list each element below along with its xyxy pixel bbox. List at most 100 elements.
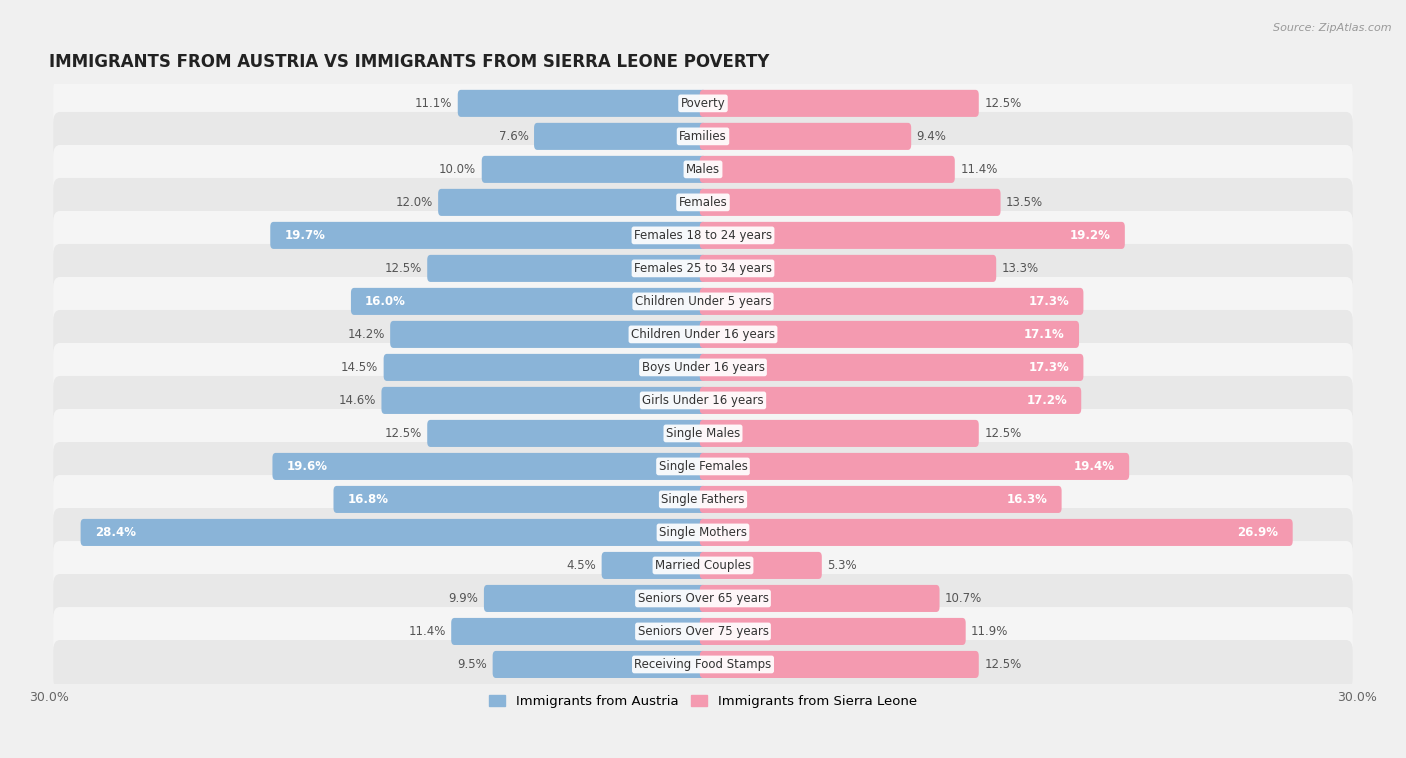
Text: Females 18 to 24 years: Females 18 to 24 years xyxy=(634,229,772,242)
FancyBboxPatch shape xyxy=(53,607,1353,656)
FancyBboxPatch shape xyxy=(384,354,706,381)
Text: Females 25 to 34 years: Females 25 to 34 years xyxy=(634,262,772,275)
Text: Families: Families xyxy=(679,130,727,143)
FancyBboxPatch shape xyxy=(53,79,1353,128)
FancyBboxPatch shape xyxy=(53,343,1353,392)
Text: IMMIGRANTS FROM AUSTRIA VS IMMIGRANTS FROM SIERRA LEONE POVERTY: IMMIGRANTS FROM AUSTRIA VS IMMIGRANTS FR… xyxy=(49,53,769,71)
Legend: Immigrants from Austria, Immigrants from Sierra Leone: Immigrants from Austria, Immigrants from… xyxy=(484,690,922,714)
FancyBboxPatch shape xyxy=(700,387,1081,414)
FancyBboxPatch shape xyxy=(700,552,823,579)
Text: 10.0%: 10.0% xyxy=(439,163,477,176)
Text: Single Males: Single Males xyxy=(666,427,740,440)
FancyBboxPatch shape xyxy=(534,123,706,150)
Text: Boys Under 16 years: Boys Under 16 years xyxy=(641,361,765,374)
FancyBboxPatch shape xyxy=(700,453,1129,480)
FancyBboxPatch shape xyxy=(53,244,1353,293)
Text: Married Couples: Married Couples xyxy=(655,559,751,572)
FancyBboxPatch shape xyxy=(482,156,706,183)
FancyBboxPatch shape xyxy=(80,519,706,546)
FancyBboxPatch shape xyxy=(53,541,1353,590)
FancyBboxPatch shape xyxy=(700,189,1001,216)
Text: 19.7%: 19.7% xyxy=(284,229,325,242)
FancyBboxPatch shape xyxy=(427,255,706,282)
Text: 12.0%: 12.0% xyxy=(395,196,433,209)
FancyBboxPatch shape xyxy=(53,475,1353,524)
Text: 12.5%: 12.5% xyxy=(384,427,422,440)
FancyBboxPatch shape xyxy=(439,189,706,216)
Text: 28.4%: 28.4% xyxy=(94,526,136,539)
FancyBboxPatch shape xyxy=(391,321,706,348)
FancyBboxPatch shape xyxy=(700,618,966,645)
Text: 26.9%: 26.9% xyxy=(1237,526,1278,539)
FancyBboxPatch shape xyxy=(53,409,1353,458)
FancyBboxPatch shape xyxy=(270,222,706,249)
Text: 17.3%: 17.3% xyxy=(1029,361,1069,374)
FancyBboxPatch shape xyxy=(700,288,1084,315)
Text: 9.9%: 9.9% xyxy=(449,592,478,605)
Text: Single Females: Single Females xyxy=(658,460,748,473)
Text: 17.3%: 17.3% xyxy=(1029,295,1069,308)
Text: Source: ZipAtlas.com: Source: ZipAtlas.com xyxy=(1274,23,1392,33)
Text: 16.0%: 16.0% xyxy=(366,295,406,308)
FancyBboxPatch shape xyxy=(451,618,706,645)
Text: 11.9%: 11.9% xyxy=(972,625,1008,638)
Text: 19.4%: 19.4% xyxy=(1074,460,1115,473)
Text: Children Under 5 years: Children Under 5 years xyxy=(634,295,772,308)
Text: 9.4%: 9.4% xyxy=(917,130,946,143)
FancyBboxPatch shape xyxy=(53,112,1353,161)
Text: 13.5%: 13.5% xyxy=(1007,196,1043,209)
FancyBboxPatch shape xyxy=(700,123,911,150)
FancyBboxPatch shape xyxy=(484,585,706,612)
FancyBboxPatch shape xyxy=(53,310,1353,359)
FancyBboxPatch shape xyxy=(700,519,1292,546)
FancyBboxPatch shape xyxy=(700,321,1078,348)
Text: 14.2%: 14.2% xyxy=(347,328,385,341)
Text: 14.5%: 14.5% xyxy=(340,361,378,374)
FancyBboxPatch shape xyxy=(53,574,1353,623)
FancyBboxPatch shape xyxy=(53,376,1353,424)
FancyBboxPatch shape xyxy=(273,453,706,480)
Text: 10.7%: 10.7% xyxy=(945,592,983,605)
FancyBboxPatch shape xyxy=(53,178,1353,227)
FancyBboxPatch shape xyxy=(602,552,706,579)
Text: 19.2%: 19.2% xyxy=(1070,229,1111,242)
Text: Females: Females xyxy=(679,196,727,209)
FancyBboxPatch shape xyxy=(700,156,955,183)
FancyBboxPatch shape xyxy=(53,640,1353,689)
Text: Males: Males xyxy=(686,163,720,176)
Text: Poverty: Poverty xyxy=(681,97,725,110)
FancyBboxPatch shape xyxy=(700,222,1125,249)
Text: 11.4%: 11.4% xyxy=(960,163,998,176)
Text: 16.3%: 16.3% xyxy=(1007,493,1047,506)
Text: 5.3%: 5.3% xyxy=(827,559,856,572)
FancyBboxPatch shape xyxy=(458,90,706,117)
FancyBboxPatch shape xyxy=(700,420,979,447)
Text: Seniors Over 65 years: Seniors Over 65 years xyxy=(637,592,769,605)
FancyBboxPatch shape xyxy=(427,420,706,447)
Text: 14.6%: 14.6% xyxy=(339,394,375,407)
FancyBboxPatch shape xyxy=(53,211,1353,260)
Text: 17.1%: 17.1% xyxy=(1024,328,1064,341)
Text: 12.5%: 12.5% xyxy=(984,658,1022,671)
Text: 11.1%: 11.1% xyxy=(415,97,453,110)
FancyBboxPatch shape xyxy=(333,486,706,513)
Text: 16.8%: 16.8% xyxy=(347,493,388,506)
Text: 9.5%: 9.5% xyxy=(457,658,488,671)
FancyBboxPatch shape xyxy=(381,387,706,414)
FancyBboxPatch shape xyxy=(352,288,706,315)
Text: 13.3%: 13.3% xyxy=(1001,262,1039,275)
Text: Children Under 16 years: Children Under 16 years xyxy=(631,328,775,341)
FancyBboxPatch shape xyxy=(700,486,1062,513)
Text: Receiving Food Stamps: Receiving Food Stamps xyxy=(634,658,772,671)
FancyBboxPatch shape xyxy=(53,508,1353,557)
FancyBboxPatch shape xyxy=(492,651,706,678)
FancyBboxPatch shape xyxy=(700,90,979,117)
Text: 12.5%: 12.5% xyxy=(384,262,422,275)
FancyBboxPatch shape xyxy=(700,585,939,612)
Text: Single Mothers: Single Mothers xyxy=(659,526,747,539)
Text: 19.6%: 19.6% xyxy=(287,460,328,473)
Text: 12.5%: 12.5% xyxy=(984,97,1022,110)
Text: Single Fathers: Single Fathers xyxy=(661,493,745,506)
Text: Seniors Over 75 years: Seniors Over 75 years xyxy=(637,625,769,638)
Text: Girls Under 16 years: Girls Under 16 years xyxy=(643,394,763,407)
